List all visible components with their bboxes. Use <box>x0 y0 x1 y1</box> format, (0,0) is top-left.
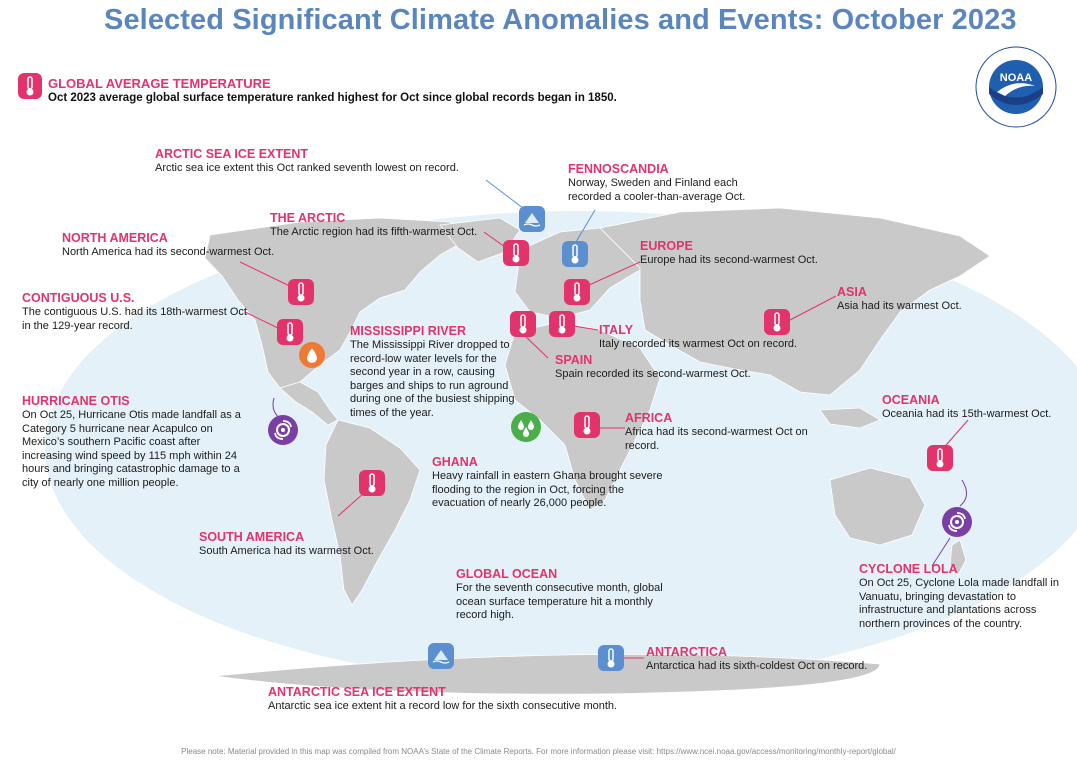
oceania-heading: OCEANIA <box>882 393 940 407</box>
global-temperature-heading: GLOBAL AVERAGE TEMPERATURE <box>48 76 271 91</box>
north-america-thermometer-icon <box>288 279 314 305</box>
leader-asia <box>789 295 837 321</box>
antarctic-sea-ice-label: ANTARCTIC SEA ICE EXTENT Antarctic sea i… <box>268 685 648 714</box>
cyclone-lola-label: CYCLONE LOLA On Oct 25, Cyclone Lola mad… <box>859 562 1069 631</box>
africa-text: Africa had its second-warmest Oct on rec… <box>625 426 808 452</box>
asia-thermometer-icon <box>764 309 790 335</box>
cyclone-lola-cyclone-icon <box>942 507 972 537</box>
global-ocean-text: For the seventh consecutive month, globa… <box>456 582 663 621</box>
africa-thermometer-icon <box>574 412 600 438</box>
oceania-thermometer-icon <box>927 445 953 471</box>
footer-note: Please note: Material provided in this m… <box>181 747 896 756</box>
arctic-sea-ice-icon <box>519 206 545 232</box>
arctic-heading: THE ARCTIC <box>270 211 346 225</box>
spain-heading: SPAIN <box>555 353 593 367</box>
mississippi-heading: MISSISSIPPI RIVER <box>350 324 467 338</box>
south-america-land <box>323 419 421 606</box>
italy-heading: ITALY <box>599 323 634 337</box>
antarctic-sea-ice-icon <box>428 643 454 669</box>
south-america-thermometer-icon <box>359 470 385 496</box>
antarctica-text: Antarctica had its sixth-coldest Oct on … <box>646 660 868 672</box>
global-temperature-text: Oct 2023 average global surface temperat… <box>48 92 617 104</box>
fennoscandia-heading: FENNOSCANDIA <box>568 162 669 176</box>
noaa-logo: NOAA <box>975 46 1057 128</box>
europe-label: EUROPE Europe had its second-warmest Oct… <box>640 239 840 268</box>
africa-heading: AFRICA <box>625 411 673 425</box>
spain-text: Spain recorded its second-warmest Oct. <box>555 368 751 380</box>
leader-contiguous-us <box>244 311 283 331</box>
contiguous-us-text: The contiguous U.S. had its 18th-warmest… <box>22 306 247 332</box>
fennoscandia-label: FENNOSCANDIA Norway, Sweden and Finland … <box>568 162 758 204</box>
fennoscandia-text: Norway, Sweden and Finland each recorded… <box>568 177 746 203</box>
africa-label: AFRICA Africa had its second-warmest Oct… <box>625 411 815 453</box>
global-ocean-label: GLOBAL OCEAN For the seventh consecutive… <box>456 567 681 623</box>
ghana-label: GHANA Heavy rainfall in eastern Ghana br… <box>432 455 677 511</box>
europe-text: Europe had its second-warmest Oct. <box>640 254 818 266</box>
hurricane-otis-heading: HURRICANE OTIS <box>22 394 130 408</box>
arctic-thermometer-icon <box>503 240 529 266</box>
global-ocean-heading: GLOBAL OCEAN <box>456 567 558 581</box>
lola-track <box>959 479 967 507</box>
europe-land <box>514 227 641 319</box>
north-america-label: NORTH AMERICA North America had its seco… <box>62 231 302 260</box>
antarctic-sea-ice-heading: ANTARCTIC SEA ICE EXTENT <box>268 685 446 699</box>
europe-thermometer-icon <box>564 279 590 305</box>
antarctica-label: ANTARCTICA Antarctica had its sixth-cold… <box>646 645 896 674</box>
water-drop-icon <box>299 342 325 368</box>
land-masses <box>204 207 991 695</box>
thermometer-icon <box>18 73 42 99</box>
leader-cyclone-lola <box>931 537 951 567</box>
asia-text: Asia had its warmest Oct. <box>837 300 962 312</box>
arctic-sea-ice-heading: ARCTIC SEA ICE EXTENT <box>155 147 309 161</box>
south-america-text: South America had its warmest Oct. <box>199 545 374 557</box>
contiguous-us-label: CONTIGUOUS U.S. The contiguous U.S. had … <box>22 291 252 333</box>
leader-fennoscandia <box>575 209 596 243</box>
new-zealand-land <box>949 539 967 576</box>
ghana-heading: GHANA <box>432 455 478 469</box>
arctic-sea-ice-text: Arctic sea ice extent this Oct ranked se… <box>155 162 459 174</box>
australia-land <box>829 467 926 546</box>
spain-thermometer-icon <box>510 311 536 337</box>
italy-thermometer-icon <box>549 311 575 337</box>
italy-text: Italy recorded its warmest Oct on record… <box>599 338 798 350</box>
south-america-heading: SOUTH AMERICA <box>199 530 305 544</box>
europe-heading: EUROPE <box>640 239 693 253</box>
contiguous-us-thermometer-icon <box>277 319 303 345</box>
italy-label: ITALY Italy recorded its warmest Oct on … <box>599 323 829 352</box>
antarctica-heading: ANTARCTICA <box>646 645 728 659</box>
page-title: Selected Significant Climate Anomalies a… <box>104 4 1017 36</box>
spain-label: SPAIN Spain recorded its second-warmest … <box>555 353 775 382</box>
asia-label: ASIA Asia had its warmest Oct. <box>837 285 987 314</box>
asia-heading: ASIA <box>837 285 867 299</box>
hurricane-otis-text: On Oct 25, Hurricane Otis made landfall … <box>22 409 241 489</box>
north-america-heading: NORTH AMERICA <box>62 231 168 245</box>
arctic-label: THE ARCTIC The Arctic region had its fif… <box>270 211 510 240</box>
antarctic-sea-ice-text: Antarctic sea ice extent hit a record lo… <box>268 700 618 712</box>
hurricane-otis-label: HURRICANE OTIS On Oct 25, Hurricane Otis… <box>22 394 252 490</box>
arctic-text: The Arctic region had its fifth-warmest … <box>270 226 478 238</box>
hurricane-otis-cyclone-icon <box>268 415 298 445</box>
arctic-sea-ice-label: ARCTIC SEA ICE EXTENT Arctic sea ice ext… <box>155 147 485 176</box>
north-america-text: North America had its second-warmest Oct… <box>62 246 275 258</box>
indonesia-land <box>819 407 881 429</box>
heavy-rain-icon <box>511 412 541 442</box>
oceania-text: Oceania had its 15th-warmest Oct. <box>882 408 1052 420</box>
ghana-text: Heavy rainfall in eastern Ghana brought … <box>432 470 663 509</box>
noaa-logo-text: NOAA <box>1000 72 1032 84</box>
antarctica-land <box>214 654 881 695</box>
mississippi-text: The Mississippi River dropped to record-… <box>350 339 515 419</box>
antarctica-thermometer-icon <box>598 645 624 671</box>
mississippi-label: MISSISSIPPI RIVER The Mississippi River … <box>350 324 530 420</box>
asia-land <box>599 207 991 396</box>
leader-spain <box>523 334 549 359</box>
cyclone-lola-text: On Oct 25, Cyclone Lola made landfall in… <box>859 577 1059 630</box>
contiguous-us-heading: CONTIGUOUS U.S. <box>22 291 135 305</box>
south-america-label: SOUTH AMERICA South America had its warm… <box>199 530 419 559</box>
oceania-label: OCEANIA Oceania had its 15th-warmest Oct… <box>882 393 1072 422</box>
cyclone-lola-heading: CYCLONE LOLA <box>859 562 958 576</box>
fennoscandia-thermometer-icon <box>562 241 588 267</box>
